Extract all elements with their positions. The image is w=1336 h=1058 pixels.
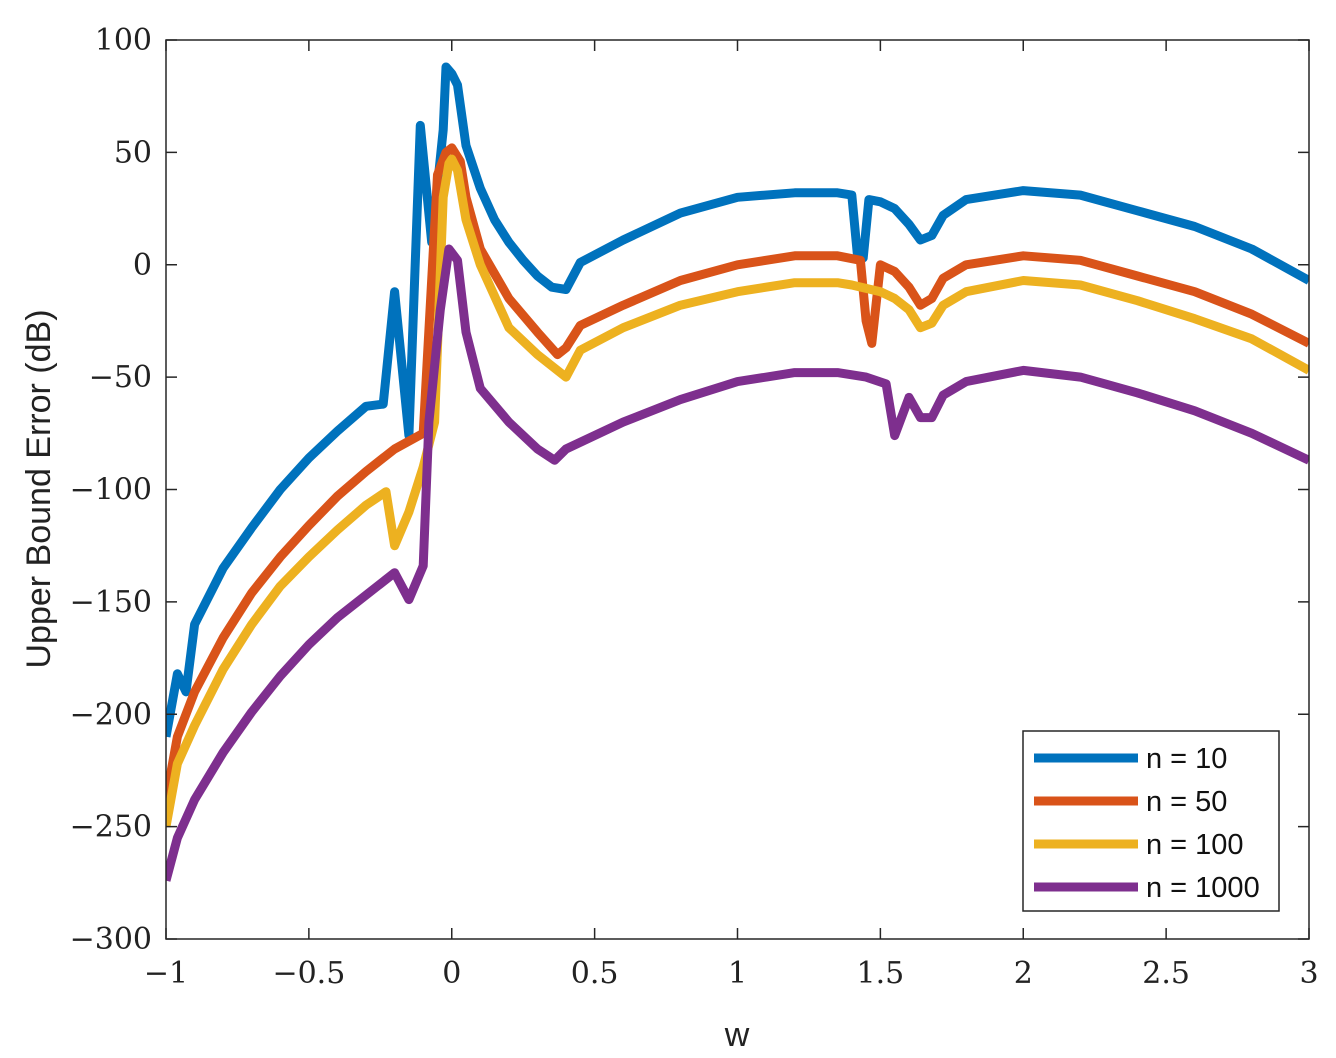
y-tick-label: 50 [114, 135, 152, 170]
y-tick-label: −250 [70, 810, 152, 845]
x-tick-label: 3 [1299, 956, 1318, 991]
legend-label-n-10: n = 10 [1146, 743, 1227, 775]
y-axis-label: Upper Bound Error (dB) [20, 309, 58, 668]
x-tick-label: 2.5 [1142, 956, 1190, 991]
x-tick-label: 0 [442, 956, 461, 991]
x-tick-label: −1 [144, 956, 188, 991]
series-line-n-1000 [166, 244, 1309, 882]
y-tick-label: 0 [133, 248, 152, 283]
y-tick-label: −50 [89, 360, 152, 395]
y-tick-label: −100 [70, 473, 152, 508]
y-tick-label: −200 [70, 697, 152, 732]
x-tick-label: −0.5 [272, 956, 345, 991]
y-tick-label: −150 [70, 585, 152, 620]
x-tick-label: 0.5 [571, 956, 619, 991]
x-tick-label: 2 [1014, 956, 1033, 991]
y-axis: 100 50 0 −50 −100 −150 −200 −250 −300 [70, 23, 1309, 957]
x-axis: −1 −0.5 0 0.5 1 1.5 2 2.5 3 [144, 40, 1319, 991]
x-tick-label: 1 [728, 956, 747, 991]
legend: n = 10 n = 50 n = 100 n = 1000 [1022, 730, 1280, 912]
series-line-n-50 [166, 143, 1309, 801]
x-axis-label: w [724, 1016, 750, 1054]
x-tick-label: 1.5 [857, 956, 905, 991]
series-layer [166, 62, 1309, 882]
y-tick-label: −300 [70, 922, 152, 957]
legend-label-n-100: n = 100 [1146, 829, 1244, 861]
y-tick-label: 100 [95, 23, 152, 58]
series-line-n-100 [166, 154, 1309, 828]
legend-label-n-1000: n = 1000 [1146, 872, 1260, 904]
legend-label-n-50: n = 50 [1146, 786, 1227, 818]
series-line-n-10 [166, 62, 1309, 738]
